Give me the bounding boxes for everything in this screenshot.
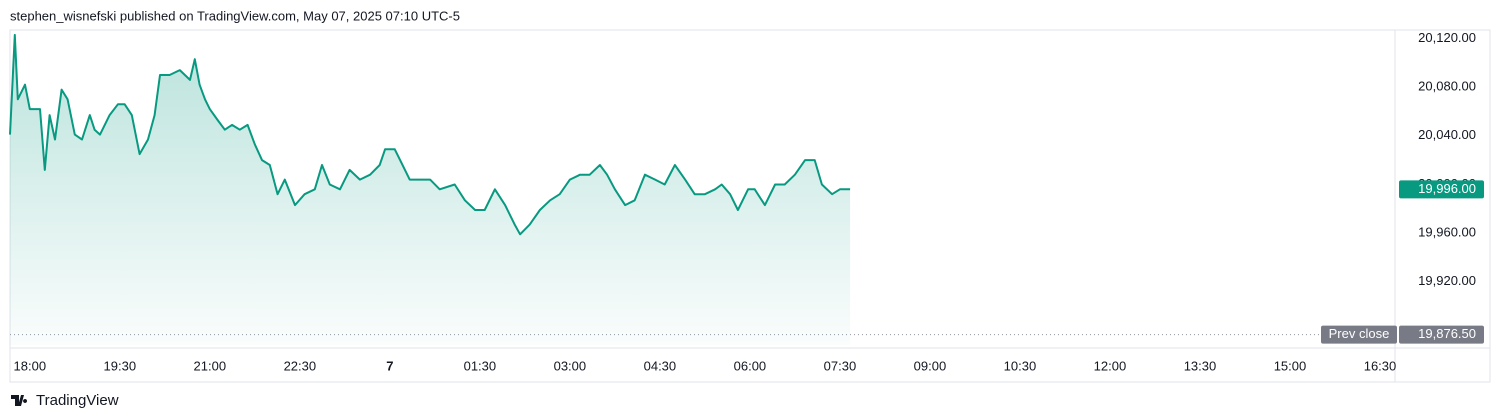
- x-tick-label: 09:00: [914, 358, 947, 373]
- x-tick-label: 16:30: [1364, 358, 1397, 373]
- x-tick-label: 03:00: [554, 358, 587, 373]
- y-tick-label: 20,080.00: [1418, 79, 1476, 94]
- prev-close-tag: [1321, 325, 1397, 344]
- x-tick-label: 21:00: [194, 358, 227, 373]
- price-line: [9, 33, 851, 236]
- prev-close-label-bg: [1399, 325, 1484, 344]
- x-tick-label: 10:30: [1004, 358, 1037, 373]
- x-tick-label: 06:00: [734, 358, 767, 373]
- header: stephen_wisnefski published on TradingVi…: [10, 8, 460, 23]
- brand-name: TradingView: [36, 392, 119, 409]
- x-tick-label: 7: [386, 358, 393, 373]
- brand: TradingView: [11, 392, 119, 409]
- area: [10, 34, 851, 346]
- prev-close-name: Prev close: [1329, 326, 1390, 341]
- last-price-label: 19,996.00: [1418, 181, 1476, 196]
- y-tick-label: 20,120.00: [1418, 30, 1476, 45]
- x-tick-label: 19:30: [104, 358, 137, 373]
- x-tick-label: 15:00: [1274, 358, 1307, 373]
- y-tick-label: 19,960.00: [1418, 225, 1476, 240]
- x-tick-label: 01:30: [464, 358, 497, 373]
- x-tick-label: 04:30: [644, 358, 677, 373]
- y-tick-label: 19,920.00: [1418, 273, 1476, 288]
- x-tick-label: 22:30: [284, 358, 317, 373]
- x-tick-label: 18:00: [14, 358, 47, 373]
- x-tick-label: 12:00: [1094, 358, 1127, 373]
- prev-close-label: 19,876.50: [1418, 326, 1476, 341]
- last-price-tag: [1399, 180, 1484, 199]
- logo: [11, 395, 28, 406]
- x-tick-label: 07:30: [824, 358, 857, 373]
- y-tick-label: 20,040.00: [1418, 127, 1476, 142]
- x-tick-label: 13:30: [1184, 358, 1217, 373]
